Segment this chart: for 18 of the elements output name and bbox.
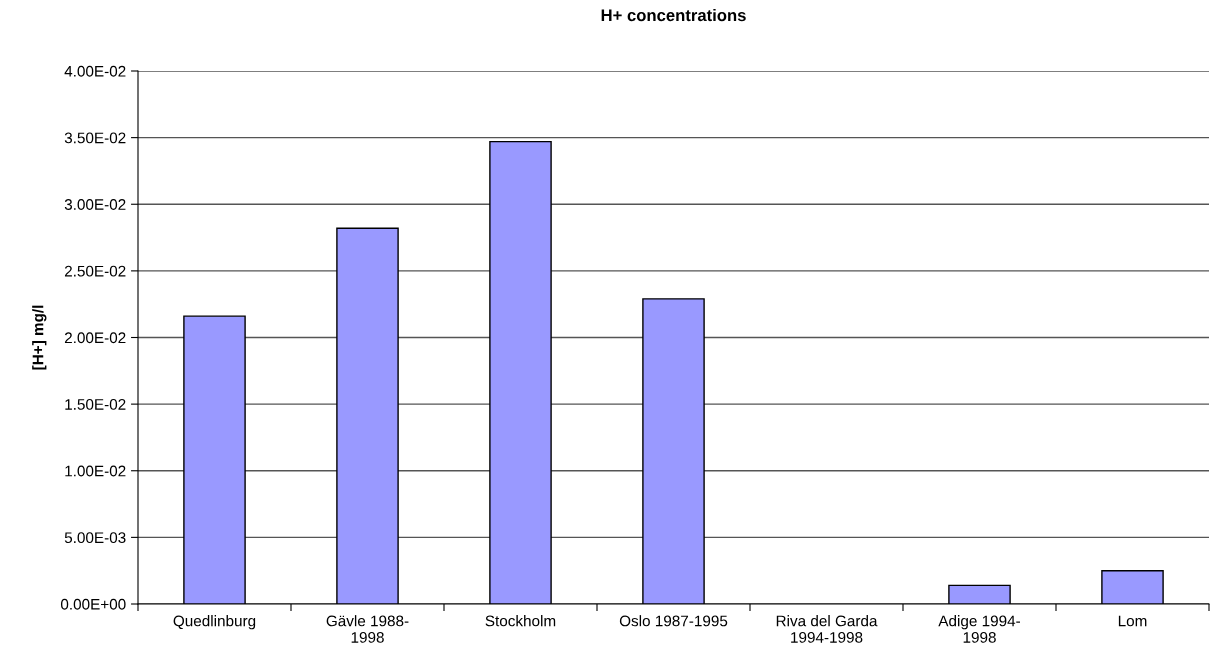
- y-axis-title: [H+] mg/l: [32, 305, 47, 370]
- y-tick-label: 5.00E-03: [64, 532, 126, 544]
- y-tick-label: 1.00E-02: [65, 465, 126, 477]
- x-tick-label: Gävle 1988- 1998: [326, 615, 409, 643]
- x-tick-label: Oslo 1987-1995: [619, 615, 728, 627]
- x-tick-label: Riva del Garda 1994-1998: [776, 615, 878, 643]
- y-tick-label: 3.00E-02: [64, 199, 126, 210]
- x-tick-label: Adige 1994- 1998: [938, 615, 1021, 643]
- y-tick-label: 1.50E-02: [65, 398, 126, 410]
- y-tick-label: 2.50E-02: [64, 265, 126, 277]
- x-tick-label: Quedlinburg: [173, 615, 256, 630]
- x-tick-label: Lom: [1118, 615, 1147, 627]
- chart-title: H+ concentrations: [601, 8, 746, 22]
- x-tick-label: Stockholm: [485, 615, 556, 627]
- y-tick-label: 0.00E+00: [60, 598, 126, 610]
- y-tick-label: 4.00E-02: [64, 65, 126, 77]
- y-tick-label: 2.00E-02: [64, 332, 126, 344]
- y-tick-label: 3.50E-02: [64, 132, 126, 144]
